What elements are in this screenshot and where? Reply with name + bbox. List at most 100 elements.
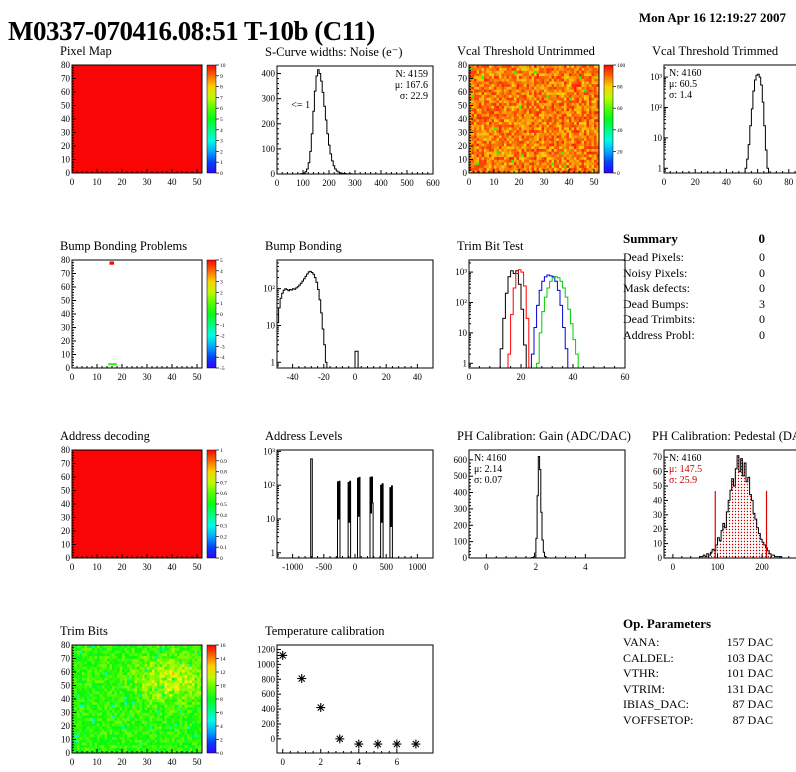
svg-text:0: 0 xyxy=(467,177,472,187)
plot-frame xyxy=(468,259,626,369)
svg-text:σ: 25.9: σ: 25.9 xyxy=(669,475,697,486)
plot-title: Bump Bonding Problems xyxy=(60,239,188,253)
plot-frame xyxy=(663,449,796,559)
summary-row: Dead Pixels: 0 xyxy=(623,250,765,264)
svg-text:1: 1 xyxy=(658,163,663,173)
trim-bits-panel: Trim Bits 0 10 20 30 40 50 0 10 20 30 40 50 60 70 80 0 2… xyxy=(46,624,242,767)
axes: 0 100 200 300 400 500 600 0 100 200 300 400 xyxy=(262,69,441,188)
annotation: <= 1 xyxy=(291,100,310,111)
axes: 0 10 20 30 40 50 0 10 20 30 40 50 60 70 80 xyxy=(61,445,202,572)
svg-text:60: 60 xyxy=(617,106,623,112)
svg-text:30: 30 xyxy=(540,177,550,187)
svg-text:10: 10 xyxy=(266,514,276,524)
axes: 0 20 40 60 1 10 10² 10³ xyxy=(455,262,630,382)
svg-text:60: 60 xyxy=(61,87,71,97)
series-0 xyxy=(699,455,784,559)
svg-text:0: 0 xyxy=(66,553,71,563)
svg-text:100: 100 xyxy=(617,63,626,69)
plot-frame xyxy=(276,449,434,559)
vcal-untrimmed-plot: 0 10 20 30 40 50 0 10 20 30 40 50 60 70 80 0 20 40 60 80 100 xyxy=(458,60,626,187)
svg-text:-2: -2 xyxy=(220,334,225,340)
svg-text:80: 80 xyxy=(61,255,71,265)
colorbar-ticks: -5 -4 -3 -2 -1 0 1 2 3 4 5 xyxy=(216,258,225,372)
svg-text:50: 50 xyxy=(653,481,663,491)
address-levels-panel: Address Levels -1000 -500 0 500 1000 1 10 10² 10… xyxy=(251,429,447,572)
svg-text:70: 70 xyxy=(61,269,71,279)
svg-text:0: 0 xyxy=(66,168,71,178)
temperature-calibration-panel: Temperature calibration 0 2 4 6 0 200 400 600 80… xyxy=(251,624,447,767)
svg-text:60: 60 xyxy=(61,282,71,292)
svg-text:50: 50 xyxy=(458,101,468,111)
svg-text:-500: -500 xyxy=(316,562,333,572)
svg-text:30: 30 xyxy=(458,128,468,138)
colorbar-ticks: 0 1 2 3 4 5 6 7 8 9 10 xyxy=(216,63,226,177)
series-trim-bit-11 xyxy=(530,274,569,368)
axes: -40 -20 0 20 40 1 10 10² xyxy=(263,262,423,382)
svg-text:50: 50 xyxy=(193,372,203,382)
svg-text:1: 1 xyxy=(271,357,276,367)
vcal-untrimmed-panel: Vcal Threshold Untrimmed 0 10 20 30 40 50 0 10 2… xyxy=(443,44,639,187)
scurve-noise-plot: 0 100 200 300 400 500 600 0 100 200 300 400 N: 4159μ… xyxy=(262,65,441,188)
svg-text:30: 30 xyxy=(61,513,71,523)
svg-text:300: 300 xyxy=(454,504,468,514)
svg-text:0: 0 xyxy=(220,556,223,562)
svg-text:0.7: 0.7 xyxy=(220,480,227,486)
svg-text:0.3: 0.3 xyxy=(220,524,227,530)
svg-text:4: 4 xyxy=(583,562,588,572)
svg-text:30: 30 xyxy=(61,128,71,138)
plot-title: PH Calibration: Gain (ADC/DAC) xyxy=(457,429,631,443)
svg-text:0: 0 xyxy=(658,553,663,563)
svg-text:-4: -4 xyxy=(220,355,225,361)
axes: 0 10 20 30 40 50 0 10 20 30 40 50 60 70 80 xyxy=(61,60,202,187)
svg-text:30: 30 xyxy=(143,372,153,382)
op-parameter-row: VTHR: 101 DAC xyxy=(623,666,773,680)
svg-text:40: 40 xyxy=(61,499,71,509)
svg-text:40: 40 xyxy=(168,372,178,382)
svg-text:3: 3 xyxy=(220,139,223,145)
svg-text:0: 0 xyxy=(353,562,358,572)
svg-text:100: 100 xyxy=(262,144,276,154)
svg-text:20: 20 xyxy=(61,526,71,536)
svg-text:20: 20 xyxy=(118,562,128,572)
plot-title: Pixel Map xyxy=(60,44,112,58)
svg-text:4: 4 xyxy=(220,269,223,275)
svg-text:10: 10 xyxy=(458,155,468,165)
colorbar xyxy=(206,449,217,559)
plot-title: Vcal Threshold Trimmed xyxy=(652,44,779,58)
svg-text:60: 60 xyxy=(61,472,71,482)
colorbar xyxy=(603,64,614,174)
svg-text:10: 10 xyxy=(93,562,103,572)
svg-text:μ: 60.5: μ: 60.5 xyxy=(669,79,697,90)
plot-title: Address Levels xyxy=(265,429,343,443)
axes: 0100200300010203040506070 xyxy=(653,452,790,572)
svg-text:7: 7 xyxy=(220,95,223,101)
svg-text:40: 40 xyxy=(569,372,579,382)
svg-text:0: 0 xyxy=(220,171,223,177)
svg-text:-5: -5 xyxy=(220,366,225,372)
svg-text:3: 3 xyxy=(220,280,223,286)
bump-bonding-panel: Bump Bonding -40 -20 0 20 40 1 10 10² xyxy=(251,239,447,382)
svg-text:40: 40 xyxy=(653,495,663,505)
svg-text:0: 0 xyxy=(66,363,71,373)
heatmap-cells xyxy=(469,65,600,174)
svg-text:10²: 10² xyxy=(263,480,275,490)
svg-text:80: 80 xyxy=(784,177,794,187)
svg-text:σ: 1.4: σ: 1.4 xyxy=(669,90,692,101)
svg-text:0: 0 xyxy=(70,177,75,187)
axes: 02040608010011010²10³ xyxy=(650,67,796,187)
svg-text:40: 40 xyxy=(413,372,423,382)
summary-row: Dead Bumps: 3 xyxy=(623,296,765,311)
svg-text:-40: -40 xyxy=(287,372,299,382)
defect-mark xyxy=(109,261,114,265)
svg-text:200: 200 xyxy=(755,562,769,572)
op-parameter-row: CALDEL: 103 DAC xyxy=(623,650,773,665)
svg-text:0: 0 xyxy=(70,562,75,572)
svg-text:2: 2 xyxy=(220,149,223,155)
summary-row: Dead Trimbits: 0 xyxy=(623,312,765,326)
svg-text:20: 20 xyxy=(118,372,128,382)
plot-frame xyxy=(71,259,203,369)
svg-text:50: 50 xyxy=(193,562,203,572)
